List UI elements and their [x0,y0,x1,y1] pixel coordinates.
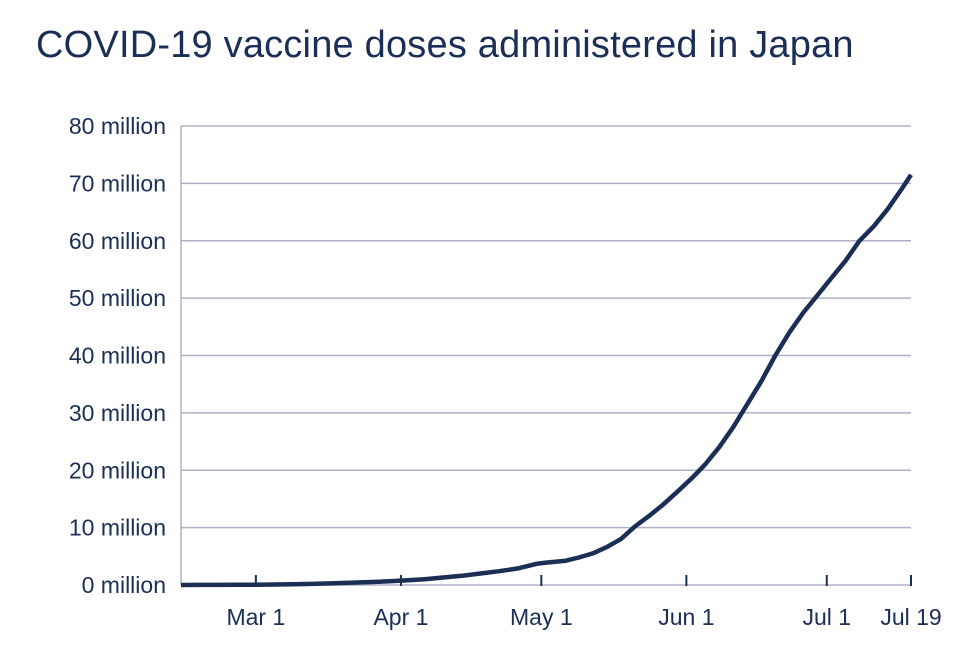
y-axis-label: 60 million [69,228,166,254]
x-axis-label: Jun 1 [658,604,714,630]
chart-title: COVID-19 vaccine doses administered in J… [36,24,854,66]
y-axis-label: 70 million [69,170,166,196]
x-axis-label: Apr 1 [373,604,428,630]
y-axis-label: 20 million [69,457,166,483]
y-axis-label: 0 million [82,572,166,598]
data-line [180,173,913,588]
x-axis-label: Mar 1 [226,604,285,630]
y-axis-label: 40 million [69,343,166,369]
y-axis-label: 80 million [69,113,166,139]
x-axis-label: Jul 1 [802,604,851,630]
y-axis-label: 10 million [69,515,166,541]
y-axis-label: 50 million [69,285,166,311]
x-axis-label: Jul 19 [880,604,941,630]
y-axis-label: 30 million [69,400,166,426]
x-axis-label: May 1 [510,604,573,630]
